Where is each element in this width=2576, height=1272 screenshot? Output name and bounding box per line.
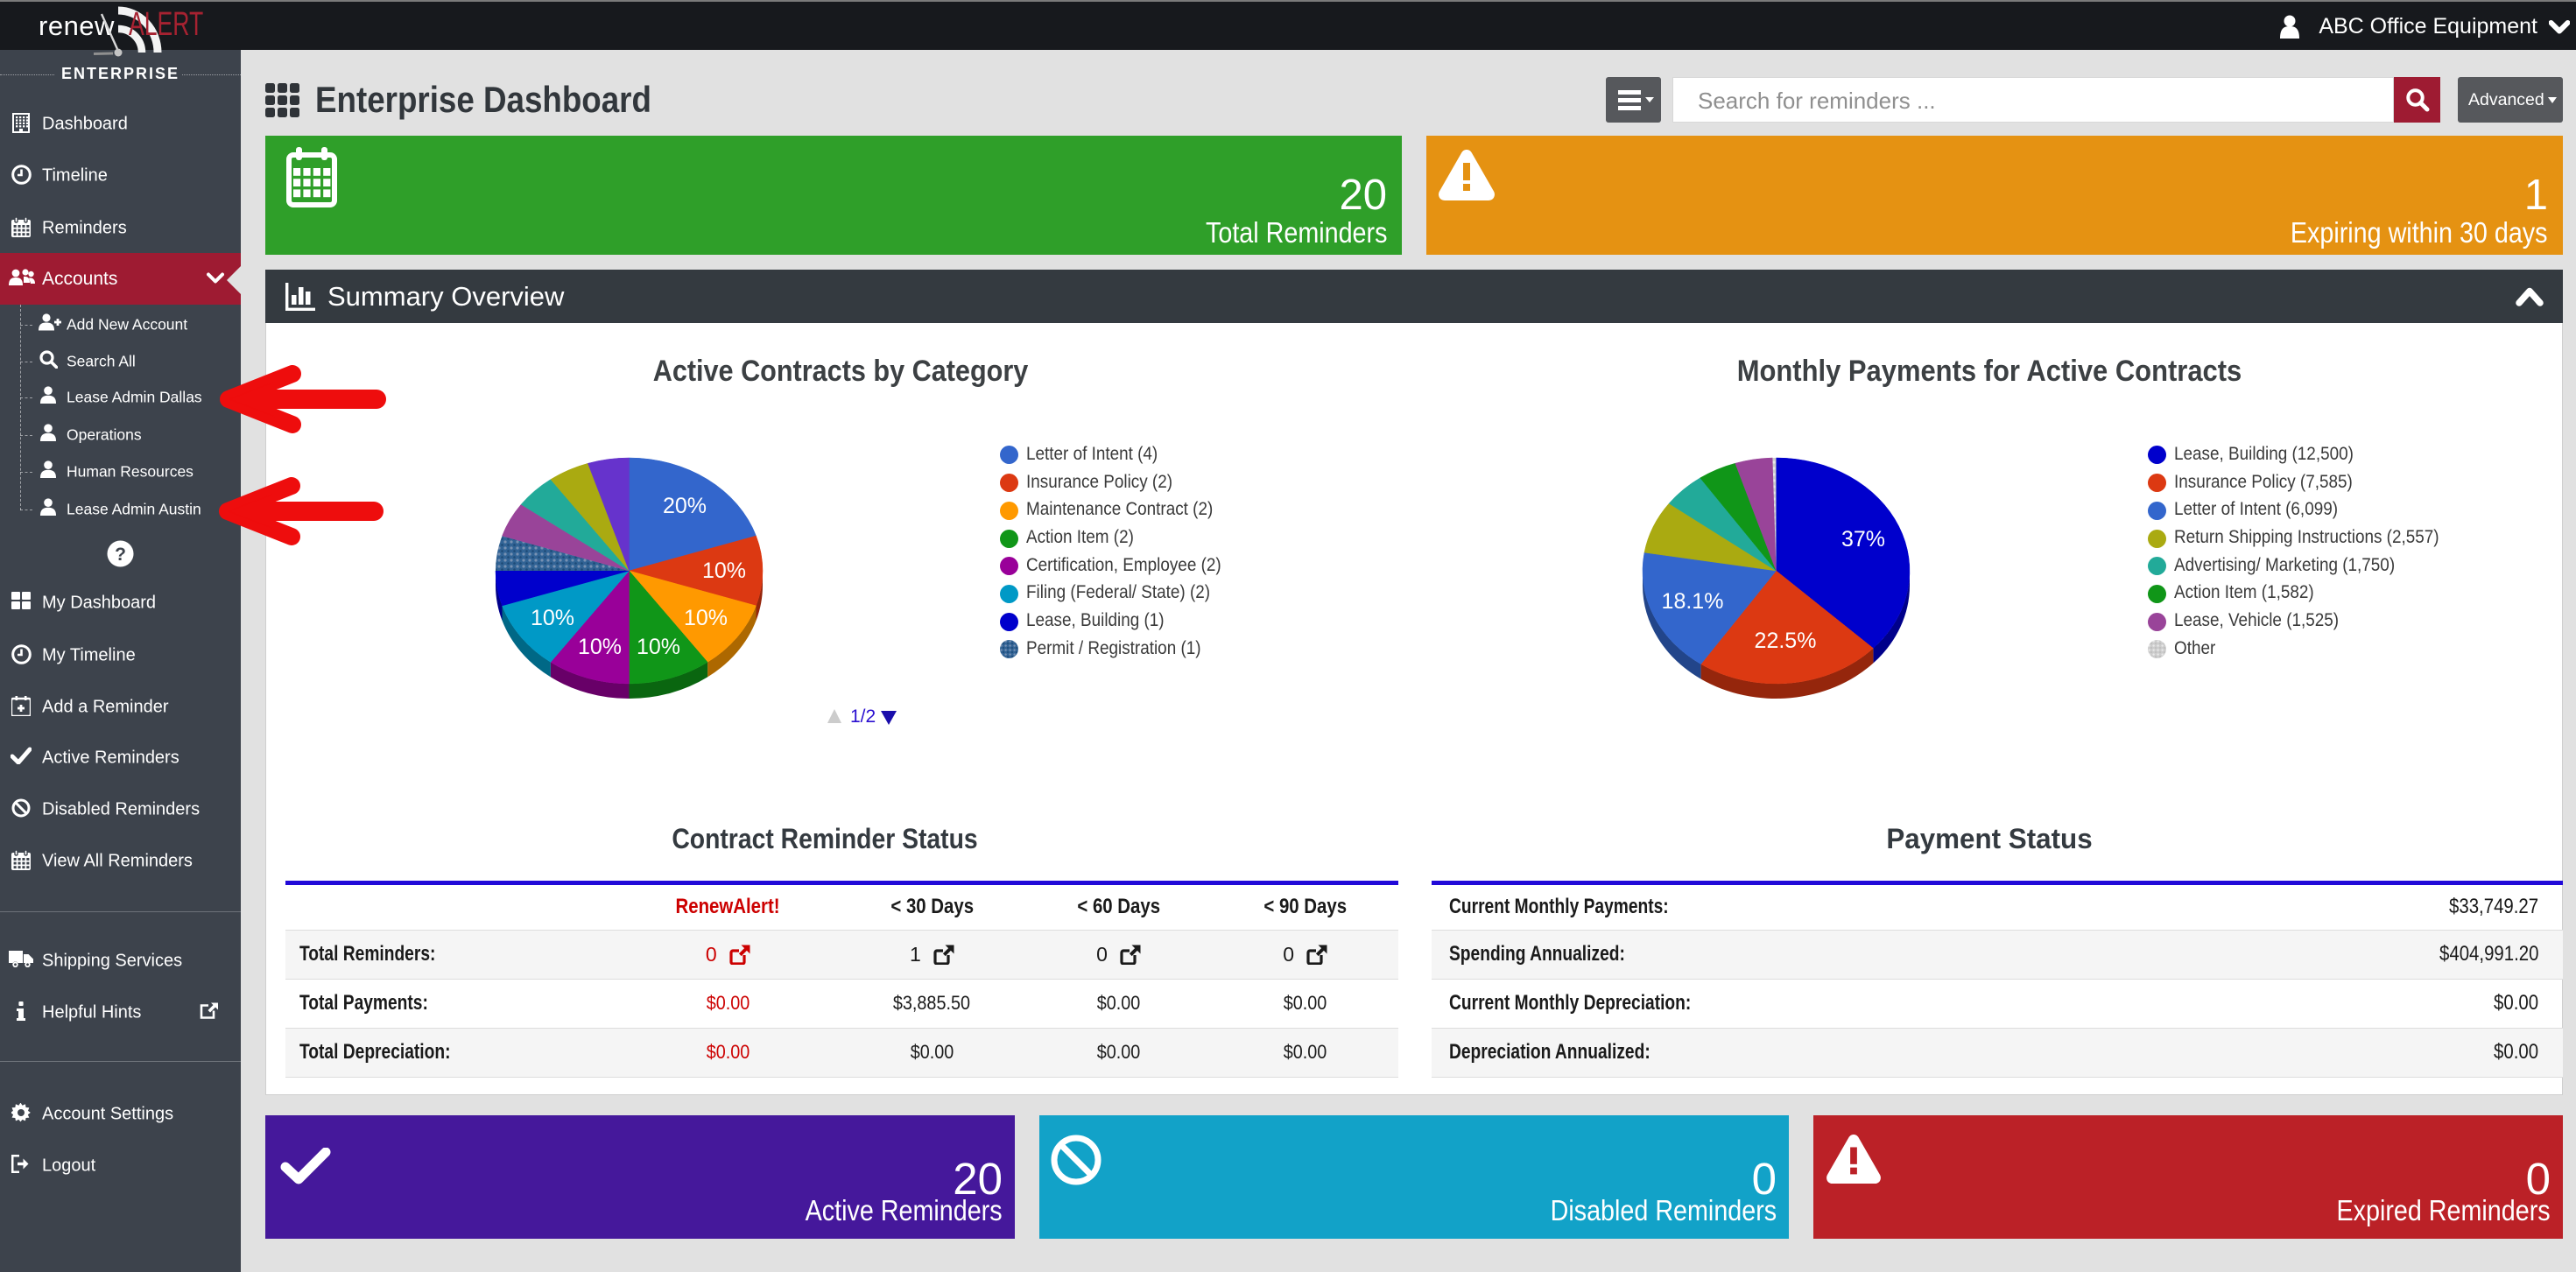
svg-text:1/2: 1/2: [850, 706, 876, 726]
svg-text:?: ?: [115, 545, 126, 565]
